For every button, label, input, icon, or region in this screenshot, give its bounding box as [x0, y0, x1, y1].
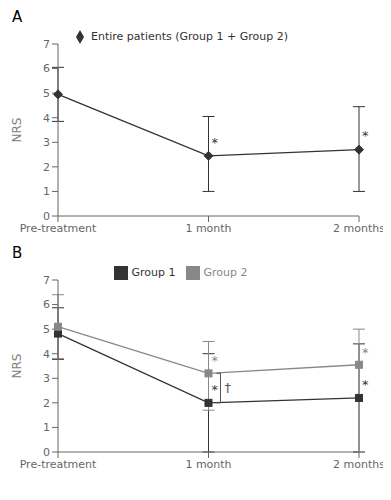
svg-text:0: 0 [43, 210, 50, 223]
svg-text:7: 7 [43, 274, 50, 287]
svg-text:Pre-treatment: Pre-treatment [20, 222, 97, 235]
svg-text:0: 0 [43, 446, 50, 459]
svg-text:1 month: 1 month [185, 222, 231, 235]
html-text:Entire patients (Group 1 + Gro: Entire patients (Group 1 + Group 2) [91, 30, 288, 43]
svg-text:*: * [362, 128, 369, 143]
svg-text:6: 6 [43, 62, 50, 75]
svg-text:2: 2 [43, 397, 50, 410]
html-text:Group 2: Group 2 [203, 266, 248, 279]
html-text:B: B [12, 244, 23, 262]
svg-text:4: 4 [43, 112, 50, 125]
svg-text:*: * [212, 135, 219, 150]
svg-text:6: 6 [43, 298, 50, 311]
svg-text:*: * [362, 377, 369, 392]
svg-text:2: 2 [43, 161, 50, 174]
svg-text:NRS: NRS [10, 118, 24, 143]
svg-text:3: 3 [43, 136, 50, 149]
svg-text:3: 3 [43, 372, 50, 385]
svg-text:NRS: NRS [10, 354, 24, 379]
svg-text:1: 1 [43, 185, 50, 198]
svg-text:7: 7 [43, 38, 50, 51]
html-text:A: A [12, 8, 23, 26]
svg-text:1: 1 [43, 421, 50, 434]
svg-text:4: 4 [43, 348, 50, 361]
svg-text:*: * [362, 345, 369, 360]
svg-text:1 month: 1 month [185, 458, 231, 471]
svg-text:*: * [212, 382, 219, 397]
svg-text:*: * [212, 353, 219, 368]
svg-text:5: 5 [43, 323, 50, 336]
svg-text:5: 5 [43, 87, 50, 100]
svg-text:2 months: 2 months [333, 458, 383, 471]
svg-text:Pre-treatment: Pre-treatment [20, 458, 97, 471]
svg-text:†: † [225, 380, 232, 395]
svg-text:2 months: 2 months [333, 222, 383, 235]
html-text:Group 1: Group 1 [131, 266, 176, 279]
